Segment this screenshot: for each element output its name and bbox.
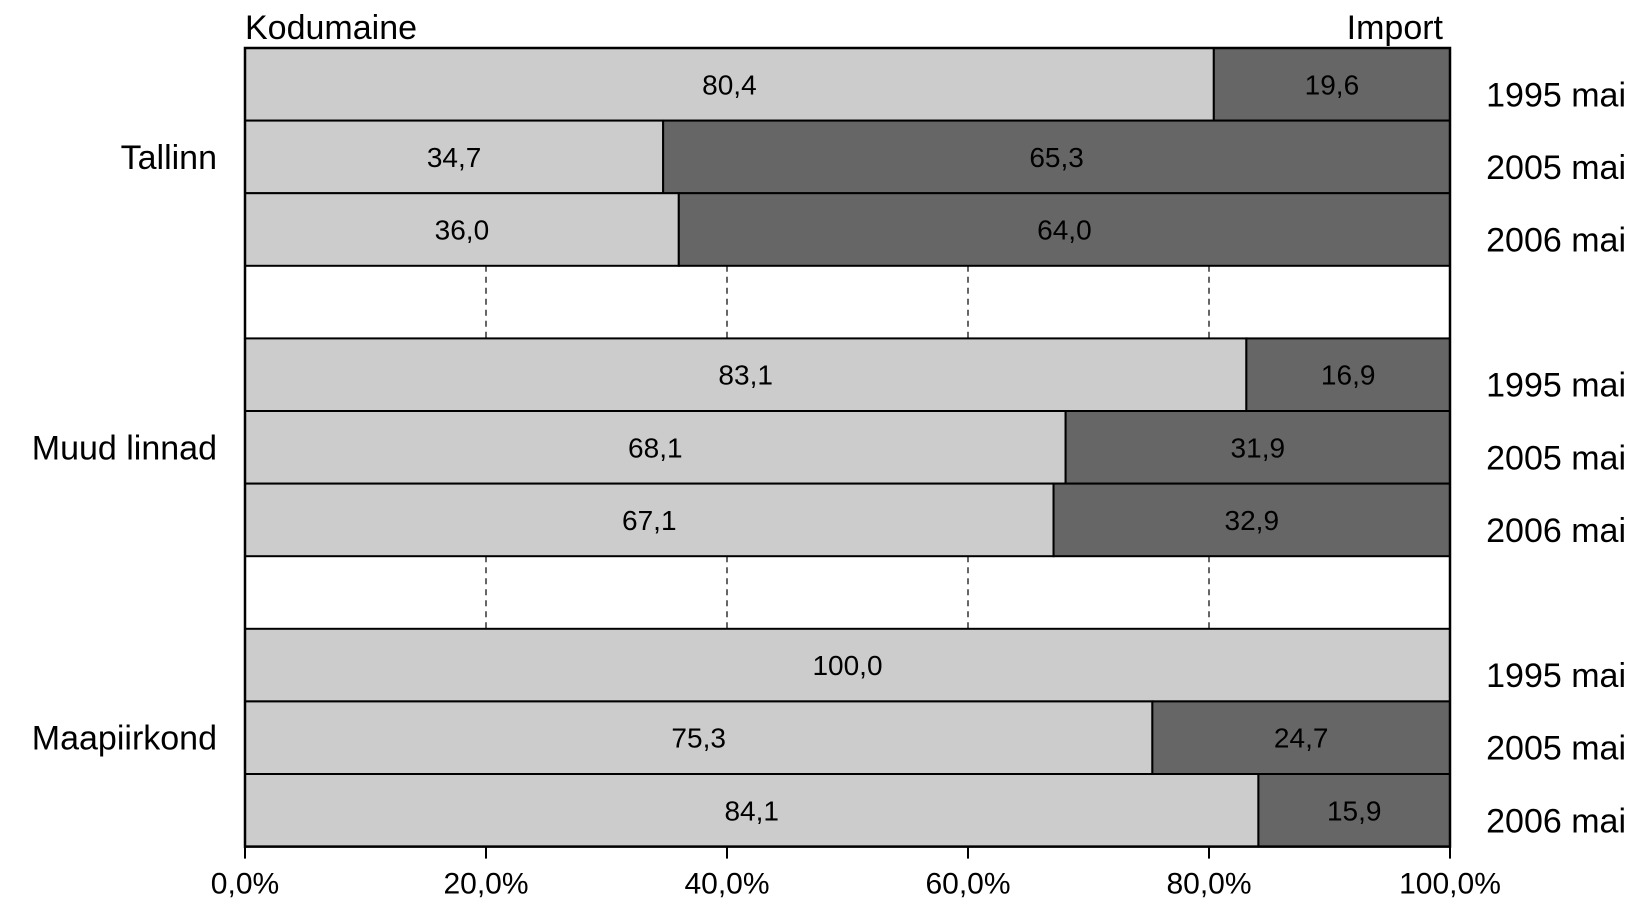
data-label-import: 32,9 bbox=[1225, 505, 1280, 536]
bar-import bbox=[677, 192, 1451, 267]
bar-domestic bbox=[244, 337, 1248, 412]
bars: 80,4 19,6 34,7 65,3 36,0 64,0 83,1 16,9 68,1 31,9… bbox=[244, 47, 1452, 848]
legend-label-domestic: Kodumaine bbox=[245, 9, 417, 47]
bar-import bbox=[1151, 700, 1451, 776]
period-label: 2005 mai bbox=[1486, 730, 1626, 768]
x-tick-label: 40,0% bbox=[684, 868, 769, 901]
data-label-domestic: 68,1 bbox=[628, 432, 683, 463]
x-tick-label: 0,0% bbox=[211, 868, 279, 901]
period-label: 2005 mai bbox=[1486, 439, 1626, 477]
plot-frame bbox=[243, 46, 1452, 848]
x-tick-label: 80,0% bbox=[1166, 868, 1251, 901]
data-label-domestic: 84,1 bbox=[724, 795, 779, 826]
bar-domestic bbox=[244, 700, 1154, 776]
period-label: 1995 mai bbox=[1486, 367, 1626, 405]
x-tick-label: 20,0% bbox=[443, 868, 528, 901]
period-label: 2006 mai bbox=[1486, 802, 1626, 840]
group-labels: Tallinn Muud linnad Maapiirkond bbox=[32, 139, 217, 758]
data-label-import: 31,9 bbox=[1231, 432, 1286, 463]
period-label: 2006 mai bbox=[1486, 222, 1626, 260]
data-label-import: 65,3 bbox=[1029, 142, 1084, 173]
data-label-import: 19,6 bbox=[1305, 69, 1360, 100]
group-label: Muud linnad bbox=[32, 429, 217, 467]
plot-border bbox=[243, 46, 1452, 848]
bar-import bbox=[1257, 773, 1452, 848]
bar-import bbox=[1052, 482, 1452, 558]
data-label-import: 24,7 bbox=[1274, 723, 1329, 754]
bar-domestic bbox=[244, 482, 1055, 558]
period-label: 1995 mai bbox=[1486, 76, 1626, 114]
group-label: Maapiirkond bbox=[32, 720, 217, 758]
data-label-domestic: 75,3 bbox=[671, 723, 726, 754]
data-label-domestic: 83,1 bbox=[718, 360, 773, 391]
bar-domestic bbox=[244, 773, 1260, 848]
period-label: 2006 mai bbox=[1486, 512, 1626, 550]
data-label-domestic: 100,0 bbox=[812, 650, 882, 681]
legend-label-import: Import bbox=[1347, 9, 1444, 47]
data-label-import: 16,9 bbox=[1321, 360, 1376, 391]
group-label: Tallinn bbox=[121, 139, 217, 177]
period-labels: 1995 mai 2005 mai 2006 mai 1995 mai 2005 mai… bbox=[1486, 76, 1626, 840]
x-tick-label: 100,0% bbox=[1399, 868, 1501, 901]
data-label-domestic: 36,0 bbox=[435, 215, 490, 246]
data-label-domestic: 67,1 bbox=[622, 505, 677, 536]
period-label: 1995 mai bbox=[1486, 657, 1626, 695]
data-label-domestic: 80,4 bbox=[702, 69, 757, 100]
data-label-import: 64,0 bbox=[1037, 215, 1092, 246]
period-label: 2005 mai bbox=[1486, 149, 1626, 187]
gridlines bbox=[485, 265, 1210, 629]
data-label-domestic: 34,7 bbox=[427, 142, 482, 173]
data-label-import: 15,9 bbox=[1327, 795, 1382, 826]
bar-import bbox=[1245, 337, 1451, 412]
x-axis: 0,0% 20,0% 40,0% 60,0% 80,0% 100,0% bbox=[211, 846, 1501, 901]
x-tick-label: 60,0% bbox=[925, 868, 1010, 901]
